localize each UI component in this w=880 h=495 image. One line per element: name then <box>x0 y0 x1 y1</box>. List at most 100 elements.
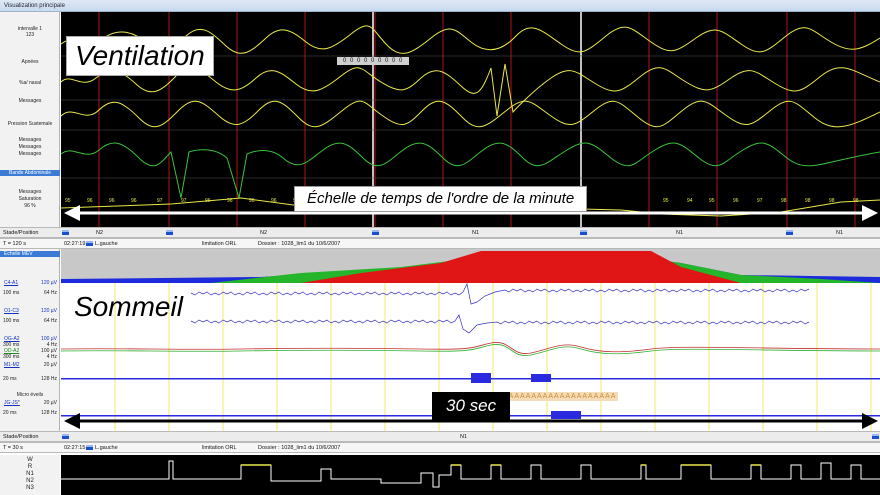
trace-m1m2-burst <box>471 373 491 383</box>
sat-value: 98 <box>781 198 787 204</box>
time-window: T = 120 s <box>3 241 26 247</box>
apnea-counter: 0 0 0 0 0 0 0 0 0 <box>337 57 410 65</box>
top-stage-bar: Stade/Position N2 N2 N1 N1 N1 <box>0 227 880 238</box>
trace-c4a1 <box>190 282 810 305</box>
hypno-label-n3: N3 <box>26 485 34 491</box>
channel-label-saturation[interactable]: Saturation <box>18 196 42 202</box>
saturation-value: 96 % <box>24 203 36 209</box>
ventilation-overlay-title: Ventilation <box>66 36 214 76</box>
bottom-stage-bar: Stade/Position N1 <box>0 431 880 442</box>
hypno-label-n1: N1 <box>26 471 34 477</box>
hypnogram-stage-labels: W R N1 N2 N3 <box>0 455 60 495</box>
channel-label-messages-2[interactable]: Messages <box>18 137 42 143</box>
sat-value: 96 <box>109 198 115 204</box>
stage-marker[interactable] <box>166 230 173 235</box>
stage-label: N1 <box>836 230 844 236</box>
bottom-channel-labels: Echelle MEV C4-A1 120 µV 100 ms 64 Hz O1-C… <box>0 249 60 431</box>
top-info-bar: T = 120 s 02:27:19 L.gauche limitation O… <box>0 238 880 249</box>
stage-label: N1 <box>460 434 468 440</box>
position-label: L.gauche <box>95 241 118 247</box>
sat-value: 95 <box>709 198 715 204</box>
limitation-label: limitation ORL <box>202 241 237 247</box>
sat-value: 96 <box>131 198 137 204</box>
channel-value-123: 123 <box>25 32 35 38</box>
sat-value: 96 <box>227 198 233 204</box>
trace-abdominale <box>61 142 880 199</box>
sat-value: 96 <box>733 198 739 204</box>
sat-value: 95 <box>65 198 71 204</box>
clock: 02:27:15 <box>64 445 86 451</box>
stage-label: N2 <box>260 230 268 236</box>
trace-oda2 <box>61 344 880 356</box>
eeg-channel-o1c3[interactable]: O1-C3 120 µV <box>4 308 57 314</box>
trace-jgjs-burst <box>551 411 581 419</box>
stage-marker[interactable] <box>872 434 879 439</box>
dossier-label: Dossier : 1028_lim1 du 10/6/2007 <box>258 445 341 451</box>
stade-position-label: Stade/Position <box>3 434 39 440</box>
limitation-label: limitation ORL <box>202 445 237 451</box>
window-title: Visualization principale <box>0 0 880 12</box>
channel-label-pression[interactable]: Pression Sustemale <box>7 121 53 127</box>
hypnogram-trace <box>61 460 880 488</box>
sat-value: 94 <box>687 198 693 204</box>
sat-value: 97 <box>757 198 763 204</box>
sat-value: 96 <box>205 198 211 204</box>
stage-marker[interactable] <box>62 230 69 235</box>
hypnogram-svg <box>61 460 880 488</box>
eeg-channel-c4a1[interactable]: C4-A1 120 µV <box>4 280 57 286</box>
stage-marker[interactable] <box>580 230 587 235</box>
stage-label: N2 <box>96 230 104 236</box>
emg-channel-m1m2[interactable]: M1-M2 20 µV <box>4 362 57 368</box>
stage-marker[interactable] <box>786 230 793 235</box>
micro-eveils-label[interactable]: Micro éveils <box>16 392 44 398</box>
channel-label-messages-5[interactable]: Messages <box>18 189 42 195</box>
eog-channel-oda2[interactable]: OD-A2 100 µV <box>4 348 57 354</box>
stage-label: N1 <box>676 230 684 236</box>
channel-label-intervalle[interactable]: intervalle 1 <box>17 26 43 32</box>
arousal-marks: AAAAAAAAAAAAAAAAAAAA <box>501 392 619 401</box>
trace-m1m2 <box>61 378 880 380</box>
thirty-sec-arrow <box>64 413 878 429</box>
bottom-info-bar: T = 30 s 02:27:15 L.gauche limitation OR… <box>0 442 880 453</box>
sat-value: 96 <box>249 198 255 204</box>
channel-label-bande-abdominale[interactable]: Bande Abdominale <box>0 170 60 176</box>
hypno-label-n2: N2 <box>26 478 34 484</box>
trace-o1c3 <box>190 314 810 334</box>
position-label: L.gauche <box>95 445 118 451</box>
eog-channel-oga2[interactable]: OG-A2 100 µV <box>4 336 57 342</box>
hypno-label-w: W <box>27 457 33 463</box>
sat-value: 98 <box>829 198 835 204</box>
emg-channel-jgjs[interactable]: JG-JS* 20 µV <box>4 400 57 406</box>
sat-value: 95 <box>663 198 669 204</box>
sat-value: 96 <box>87 198 93 204</box>
sommeil-overlay-title: Sommeil <box>74 291 183 322</box>
mev-band-red <box>301 251 741 283</box>
hypnogram-panel[interactable] <box>61 455 880 495</box>
stage-marker[interactable] <box>372 230 379 235</box>
time-scale-label: Échelle de temps de l'ordre de la minute <box>294 186 588 212</box>
time-window: T = 30 s <box>3 445 23 451</box>
stage-marker[interactable] <box>62 434 69 439</box>
hypno-label-r: R <box>27 464 33 470</box>
channel-label-nasal[interactable]: %a/ nasal <box>19 80 41 86</box>
clock: 02:27:19 <box>64 241 86 247</box>
position-marker <box>86 445 93 450</box>
position-marker <box>86 241 93 246</box>
channel-label-apnees[interactable]: Apnées <box>21 59 39 65</box>
channel-label-messages-3[interactable]: Messages <box>18 144 42 150</box>
trace-intervalle <box>61 25 880 54</box>
trace-oga2 <box>61 342 880 354</box>
thirty-sec-label: 30 sec <box>432 392 511 420</box>
sat-value: 97 <box>157 198 163 204</box>
trace-pression <box>61 100 880 128</box>
sat-value: 96 <box>271 198 277 204</box>
channel-label-messages-4[interactable]: Messages <box>18 151 42 157</box>
channel-label-messages-1[interactable]: Messages <box>18 98 42 104</box>
sat-value: 98 <box>805 198 811 204</box>
sat-value: 97 <box>181 198 187 204</box>
stade-position-label: Stade/Position <box>3 230 39 236</box>
echelle-mev-label[interactable]: Echelle MEV <box>0 251 60 257</box>
top-channel-labels: intervalle 1 123 Apnées %a/ nasal Messag… <box>0 12 60 227</box>
trace-m1m2-burst <box>531 374 551 382</box>
dossier-label: Dossier : 1028_lim1 du 10/6/2007 <box>258 241 341 247</box>
